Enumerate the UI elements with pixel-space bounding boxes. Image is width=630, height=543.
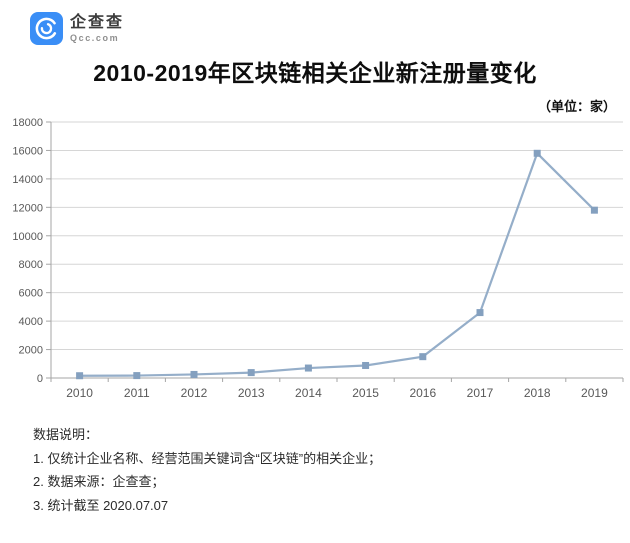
svg-text:2000: 2000 xyxy=(19,345,43,357)
chart-title: 2010-2019年区块链相关企业新注册量变化 xyxy=(93,60,537,86)
logo-domain-text: Qcc.com xyxy=(70,32,120,43)
svg-text:2012: 2012 xyxy=(181,386,208,400)
note-item: 1. 仅统计企业名称、经营范围关键词含“区块链”的相关企业； xyxy=(33,450,382,466)
svg-text:18000: 18000 xyxy=(12,117,43,129)
svg-text:2011: 2011 xyxy=(124,386,150,400)
qcc-logo-icon xyxy=(30,12,63,45)
svg-text:6000: 6000 xyxy=(19,288,43,300)
data-notes: 数据说明： 1. 仅统计企业名称、经营范围关键词含“区块链”的相关企业； 2. … xyxy=(33,423,381,517)
svg-text:14000: 14000 xyxy=(12,174,43,186)
svg-text:2018: 2018 xyxy=(524,386,551,400)
qcc-logo: 企查查 Qcc.com xyxy=(30,12,124,45)
logo-brand-text: 企查查 xyxy=(70,13,125,31)
svg-text:2015: 2015 xyxy=(352,386,379,400)
line-chart: 0 2000 4000 6000 8000 10000 12000 14000 16000 180… xyxy=(12,117,624,400)
svg-text:2019: 2019 xyxy=(581,386,608,400)
note-item: 3. 统计截至 2020.07.07 xyxy=(33,497,169,513)
note-item: 2. 数据来源：企查查； xyxy=(33,474,165,489)
notes-heading: 数据说明： xyxy=(33,427,99,442)
svg-text:2010: 2010 xyxy=(66,386,93,400)
svg-text:10000: 10000 xyxy=(12,231,43,243)
svg-text:12000: 12000 xyxy=(12,202,43,214)
svg-text:2013: 2013 xyxy=(238,386,265,400)
svg-text:4000: 4000 xyxy=(19,316,43,328)
svg-text:2014: 2014 xyxy=(295,386,322,400)
svg-text:2017: 2017 xyxy=(467,386,494,400)
unit-label: （单位：家） xyxy=(537,99,616,114)
svg-text:16000: 16000 xyxy=(12,145,43,157)
logo-text: 企查查 Qcc.com xyxy=(70,13,125,43)
svg-text:2016: 2016 xyxy=(409,386,436,400)
svg-text:8000: 8000 xyxy=(19,259,43,271)
svg-text:0: 0 xyxy=(37,373,43,385)
